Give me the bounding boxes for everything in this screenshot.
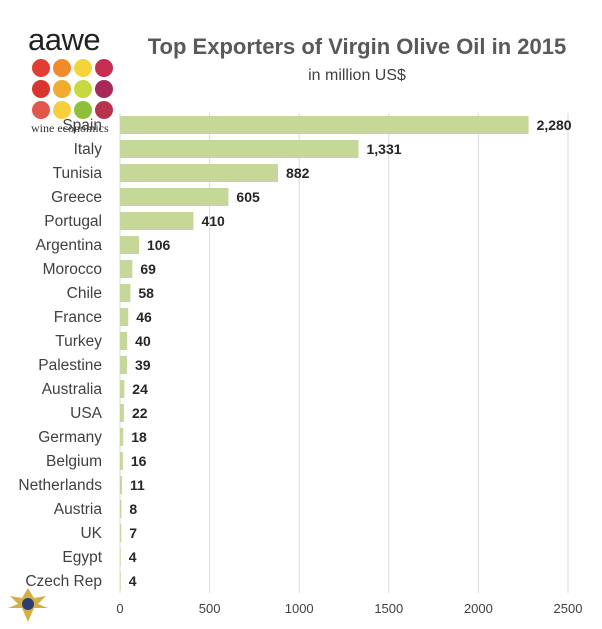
bar xyxy=(120,452,123,470)
x-tick-label: 2500 xyxy=(554,601,583,616)
chart-title: Top Exporters of Virgin Olive Oil in 201… xyxy=(147,34,567,59)
data-label: 410 xyxy=(201,213,225,229)
logo-wordmark: aawe xyxy=(28,22,101,57)
category-label: France xyxy=(54,309,102,326)
data-label: 69 xyxy=(140,261,156,277)
logo-dot xyxy=(32,101,50,119)
data-label: 7 xyxy=(129,525,137,541)
category-label: Tunisia xyxy=(53,165,103,182)
data-label: 1,331 xyxy=(367,141,402,157)
bar xyxy=(120,404,124,422)
bar xyxy=(120,164,279,182)
bar xyxy=(120,260,133,278)
bar xyxy=(120,476,122,494)
logo-dot xyxy=(74,59,92,77)
category-label: Italy xyxy=(74,141,103,158)
bar xyxy=(120,308,129,326)
watermark-emblem-icon xyxy=(8,588,48,622)
category-label: Germany xyxy=(38,429,102,446)
category-label: Chile xyxy=(67,285,102,302)
category-label: UK xyxy=(80,525,102,542)
logo-dot xyxy=(32,80,50,98)
x-tick-label: 0 xyxy=(116,601,123,616)
data-label: 40 xyxy=(135,333,151,349)
logo-dot xyxy=(53,59,71,77)
logo-dot xyxy=(95,59,113,77)
chart-subtitle: in million US$ xyxy=(308,67,406,84)
data-label: 11 xyxy=(130,477,145,493)
x-tick-label: 1500 xyxy=(374,601,403,616)
bar xyxy=(120,500,122,518)
x-tick-label: 1000 xyxy=(285,601,314,616)
data-label: 4 xyxy=(129,549,137,565)
bar xyxy=(120,356,127,374)
data-label: 22 xyxy=(132,405,148,421)
x-tick-label: 500 xyxy=(199,601,221,616)
data-label: 2,280 xyxy=(537,117,572,133)
data-label: 8 xyxy=(129,501,137,517)
logo-dot xyxy=(53,101,71,119)
bar xyxy=(120,380,125,398)
logo-dot xyxy=(74,101,92,119)
bar xyxy=(120,572,121,590)
category-label: Greece xyxy=(51,189,102,206)
bar xyxy=(120,428,124,446)
data-label: 106 xyxy=(147,237,171,253)
data-label: 18 xyxy=(131,429,147,445)
logo-dot-grid xyxy=(32,59,120,119)
logo-dot xyxy=(53,80,71,98)
logo-dot xyxy=(95,80,113,98)
data-label: 16 xyxy=(131,453,147,469)
logo-dot xyxy=(95,101,113,119)
aawe-logo: aawe wine economics xyxy=(28,22,120,136)
data-label: 605 xyxy=(236,189,260,205)
data-label: 46 xyxy=(136,309,152,325)
category-label: Belgium xyxy=(46,453,102,470)
bar xyxy=(120,188,229,206)
category-label: Spain xyxy=(62,117,102,134)
bar xyxy=(120,524,122,542)
bar xyxy=(120,140,359,158)
category-label: Palestine xyxy=(38,357,102,374)
logo-dot xyxy=(74,80,92,98)
category-label: Austria xyxy=(54,501,103,518)
data-label: 882 xyxy=(286,165,310,181)
data-label: 58 xyxy=(138,285,154,301)
category-label: Egypt xyxy=(62,549,102,566)
category-label: Netherlands xyxy=(18,477,102,494)
logo-tagline: wine economics xyxy=(31,121,109,135)
bar xyxy=(120,212,194,230)
bar xyxy=(120,332,128,350)
data-label: 39 xyxy=(135,357,151,373)
bar xyxy=(120,548,121,566)
category-label: Turkey xyxy=(55,333,102,350)
category-label: USA xyxy=(70,405,103,422)
category-label: Czech Rep xyxy=(25,573,102,590)
category-label: Portugal xyxy=(44,213,102,230)
logo-dot xyxy=(32,59,50,77)
category-label: Australia xyxy=(42,381,103,398)
category-label: Argentina xyxy=(36,237,103,254)
bar xyxy=(120,116,529,134)
category-label: Morocco xyxy=(43,261,102,278)
x-tick-label: 2000 xyxy=(464,601,493,616)
data-label: 24 xyxy=(132,381,148,397)
bar xyxy=(120,284,131,302)
data-label: 4 xyxy=(129,573,137,589)
bar xyxy=(120,236,139,254)
